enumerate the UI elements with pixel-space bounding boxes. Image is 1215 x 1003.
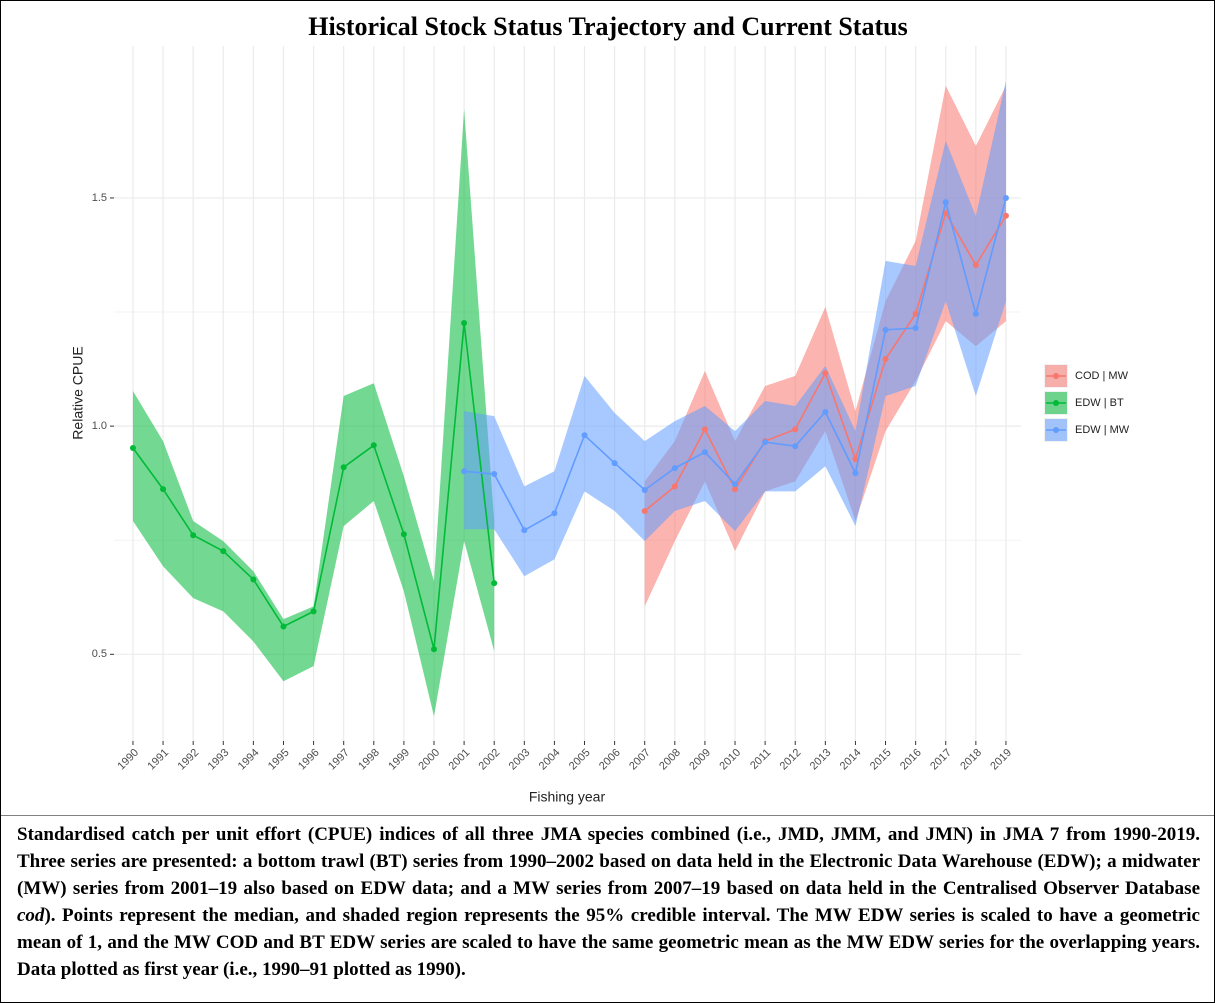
x-tick-label: 2017 — [928, 747, 954, 773]
point — [1002, 194, 1009, 201]
point — [581, 432, 588, 439]
point — [701, 449, 708, 456]
x-tick-label: 1996 — [296, 747, 322, 773]
y-tick-label: 1.0 — [92, 420, 107, 432]
x-tick-label: 2016 — [898, 747, 924, 773]
point — [521, 527, 528, 534]
point — [370, 442, 377, 449]
x-tick-label: 2000 — [416, 747, 442, 773]
point — [671, 483, 678, 490]
x-tick-label: 1992 — [176, 747, 202, 773]
x-tick-label: 1998 — [356, 747, 382, 773]
x-tick-label: 1997 — [326, 747, 352, 773]
chart-title: Historical Stock Status Trajectory and C… — [308, 12, 907, 41]
x-tick-label: 2004 — [537, 747, 563, 773]
y-tick-label: 1.5 — [92, 192, 107, 204]
point — [641, 487, 648, 494]
point — [882, 326, 889, 333]
point — [852, 470, 859, 477]
x-tick-label: 2018 — [958, 747, 984, 773]
point — [400, 531, 407, 538]
point — [250, 576, 257, 583]
point — [972, 310, 979, 317]
point — [972, 262, 979, 269]
x-tick-label: 2006 — [597, 747, 623, 773]
point — [701, 426, 708, 433]
x-tick-label: 2007 — [627, 747, 653, 773]
x-tick-label: 2008 — [657, 747, 683, 773]
point — [671, 465, 678, 472]
point — [310, 608, 317, 615]
legend-key-point — [1053, 373, 1059, 379]
legend-label: COD | MW — [1075, 370, 1129, 382]
marks — [129, 80, 1009, 717]
point — [732, 486, 739, 493]
point — [190, 532, 197, 539]
point — [942, 199, 949, 206]
point — [129, 445, 136, 452]
point — [461, 468, 468, 475]
point — [762, 439, 769, 446]
point — [1002, 212, 1009, 219]
point — [912, 310, 919, 317]
x-tick-label: 2005 — [567, 747, 593, 773]
x-tick-label: 2011 — [748, 747, 773, 772]
point — [822, 370, 829, 377]
point — [912, 325, 919, 332]
x-tick-label: 2019 — [988, 747, 1014, 773]
point — [792, 426, 799, 433]
y-axis-title: Relative CPUE — [70, 346, 86, 439]
caption-text: Standardised catch per unit effort (CPUE… — [17, 824, 1200, 899]
point — [882, 356, 889, 363]
caption-italic: cod — [17, 905, 45, 926]
point — [641, 508, 648, 515]
x-tick-label: 2014 — [838, 747, 864, 773]
point — [461, 319, 468, 326]
point — [160, 486, 167, 493]
x-tick-label: 2010 — [717, 747, 743, 773]
x-axis-title: Fishing year — [529, 789, 606, 805]
point — [852, 455, 859, 462]
x-tick-label: 2009 — [687, 747, 713, 773]
caption-text: ). Points represent the median, and shad… — [17, 905, 1200, 980]
x-tick-label: 1994 — [236, 747, 262, 773]
ribbon — [464, 80, 1006, 577]
x-tick-label: 2001 — [446, 747, 472, 773]
x-tick-label: 1995 — [266, 747, 292, 773]
x-tick-label: 2013 — [808, 747, 834, 773]
ribbon — [132, 108, 495, 717]
legend-key-point — [1053, 427, 1059, 433]
chart: Historical Stock Status Trajectory and C… — [1, 12, 1214, 816]
point — [792, 443, 799, 450]
point — [430, 646, 437, 653]
point — [220, 548, 227, 555]
y-tick-label: 0.5 — [92, 648, 107, 660]
x-tick-label: 2003 — [507, 747, 533, 773]
point — [491, 580, 498, 587]
legend-label: EDW | BT — [1075, 397, 1124, 409]
x-tick-label: 1990 — [115, 747, 141, 773]
point — [340, 464, 347, 471]
x-tick-label: 1999 — [386, 747, 412, 773]
x-tick-label: 1991 — [145, 747, 171, 773]
point — [491, 471, 498, 478]
x-tick-label: 2002 — [477, 747, 503, 773]
x-tick-label: 1993 — [206, 747, 232, 773]
legend-key-point — [1053, 400, 1059, 406]
caption: Standardised catch per unit effort (CPUE… — [17, 821, 1200, 983]
point — [732, 481, 739, 488]
point — [611, 460, 618, 467]
point — [551, 510, 558, 517]
point — [280, 623, 287, 630]
point — [822, 408, 829, 415]
x-tick-label: 2015 — [868, 747, 894, 773]
legend-label: EDW | MW — [1075, 424, 1130, 436]
x-tick-label: 2012 — [778, 747, 804, 773]
